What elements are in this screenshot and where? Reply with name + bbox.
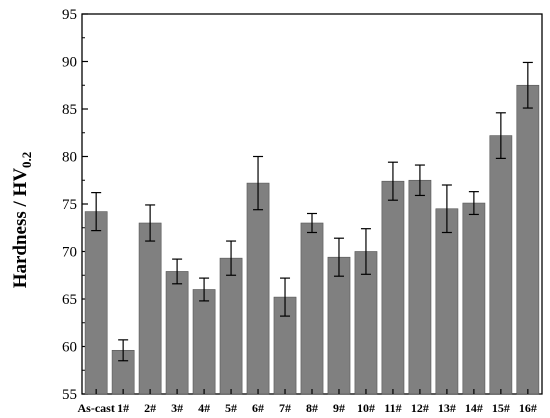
- y-tick-label: 90: [62, 55, 77, 71]
- y-tick-label: 70: [62, 245, 77, 261]
- y-tick-label: 60: [62, 340, 77, 356]
- plot-area: 55 60 65 70 75 80 85 90 95 As-cast 1# 2# 3# 4# 5# 6# 7# 8…: [62, 7, 543, 415]
- x-tick-label-15#: 15#: [492, 401, 510, 415]
- x-tick-label-13#: 13#: [438, 401, 456, 415]
- y-axis-label: Hardness / HV0.2: [10, 152, 34, 289]
- y-tick-label: 75: [62, 197, 77, 213]
- x-tick-label-12#: 12#: [411, 401, 429, 415]
- x-tick-label-1#: 1#: [117, 401, 129, 415]
- y-tick-label: 55: [62, 387, 77, 403]
- y-tick-label: 85: [62, 102, 77, 118]
- bar-12#: [408, 179, 432, 395]
- bar-2#: [138, 222, 162, 395]
- bar-15#: [489, 135, 513, 395]
- bar-5#: [219, 257, 243, 395]
- bar-16#: [516, 84, 540, 395]
- bar-9#: [327, 256, 351, 395]
- x-tick-label-6#: 6#: [252, 401, 264, 415]
- x-tick-label-5#: 5#: [225, 401, 237, 415]
- bar-14#: [462, 202, 486, 395]
- bar-8#: [300, 222, 324, 395]
- y-axis-label-main: Hardness / HV: [10, 168, 31, 289]
- x-tick-label-4#: 4#: [198, 401, 210, 415]
- x-tick-label-7#: 7#: [279, 401, 291, 415]
- y-tick-label: 95: [62, 7, 77, 23]
- x-tick-label-14#: 14#: [465, 401, 483, 415]
- bar-11#: [381, 180, 405, 395]
- x-tick-label-10#: 10#: [357, 401, 375, 415]
- y-tick-label: 65: [62, 292, 77, 308]
- x-tick-label-9#: 9#: [333, 401, 345, 415]
- bar-4#: [192, 289, 216, 395]
- bar-6#: [246, 182, 270, 395]
- x-tick-label-8#: 8#: [306, 401, 318, 415]
- y-axis-label-subscript: 0.2: [19, 152, 34, 168]
- x-tick-label-2#: 2#: [144, 401, 156, 415]
- y-tick-label: 80: [62, 150, 77, 166]
- bar-3#: [165, 271, 189, 395]
- x-tick-label-11#: 11#: [384, 401, 401, 415]
- x-tick-label-As-cast: As-cast: [78, 401, 115, 415]
- x-tick-label-16#: 16#: [519, 401, 537, 415]
- bar-As-cast: [84, 211, 108, 395]
- x-tick-label-3#: 3#: [171, 401, 183, 415]
- bar-13#: [435, 208, 459, 395]
